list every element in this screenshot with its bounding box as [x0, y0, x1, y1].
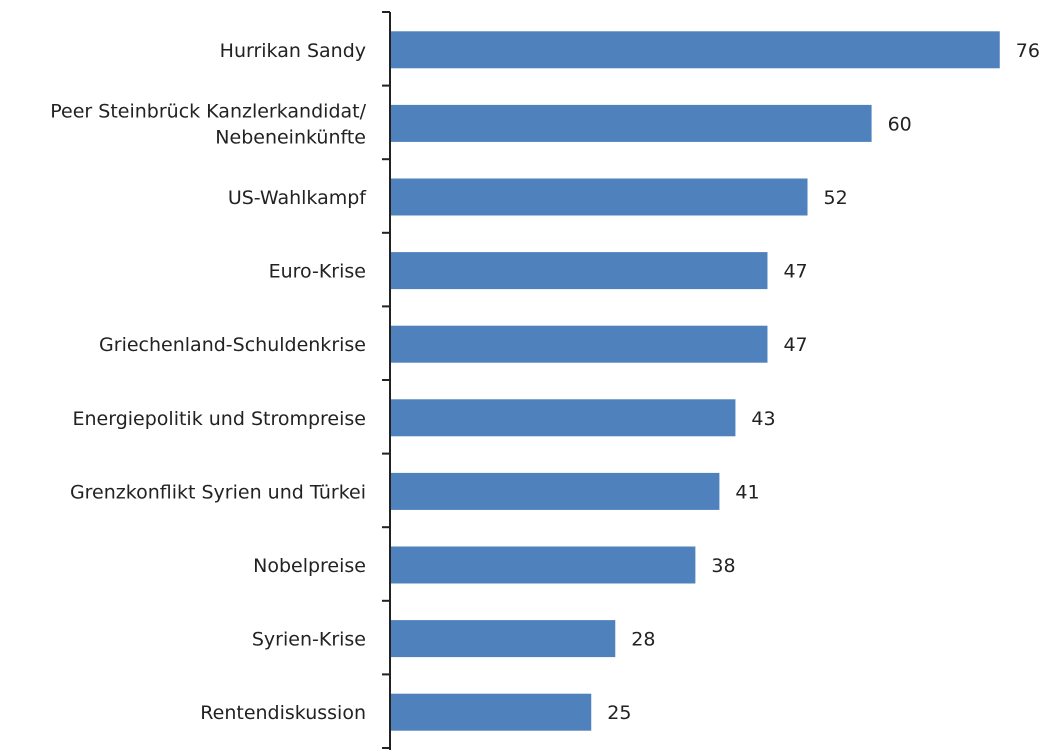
value-labels: 76 60 52 47 47 43 41 38 28 25 [607, 40, 1040, 724]
category-label: Nobelpreise [253, 555, 366, 577]
bar [391, 178, 808, 216]
category-labels: Hurrikan Sandy Peer Steinbrück Kanzlerkan… [50, 40, 367, 724]
value-label: 43 [751, 408, 775, 430]
category-label-line: Rentendiskussion [200, 702, 366, 724]
category-label: Rentendiskussion [200, 702, 366, 724]
bar [391, 620, 616, 658]
bar [391, 252, 768, 290]
axis [382, 11, 391, 750]
value-label: 52 [824, 187, 848, 209]
bar [391, 104, 872, 142]
bar [391, 546, 696, 584]
bar [391, 31, 1000, 69]
category-label: US-Wahlkampf [228, 187, 367, 209]
category-label: Syrien-Krise [252, 629, 366, 651]
value-label: 76 [1016, 40, 1040, 62]
category-label-line: Euro-Krise [269, 261, 366, 283]
category-label: Grenzkonflikt Syrien und Türkei [70, 481, 366, 503]
category-label-line: Grenzkonflikt Syrien und Türkei [70, 481, 366, 503]
bars [391, 31, 1000, 731]
value-label: 47 [783, 334, 807, 356]
bar [391, 325, 768, 363]
value-label: 28 [631, 629, 655, 651]
value-label: 47 [783, 261, 807, 283]
bar [391, 693, 592, 731]
bar [391, 472, 720, 510]
category-label-line: US-Wahlkampf [228, 187, 367, 209]
value-label: 38 [711, 555, 735, 577]
category-label-line: Energiepolitik und Strompreise [73, 408, 367, 430]
value-label: 60 [888, 113, 912, 135]
bar [391, 399, 736, 437]
category-label-line: Nebeneinkünfte [215, 126, 366, 148]
category-label: Euro-Krise [269, 261, 366, 283]
category-label: Energiepolitik und Strompreise [73, 408, 367, 430]
value-label: 25 [607, 702, 631, 724]
category-label: Hurrikan Sandy [220, 40, 366, 62]
category-label-line: Griechenland-Schuldenkrise [99, 334, 366, 356]
category-label-line: Peer Steinbrück Kanzlerkandidat/ [50, 100, 366, 122]
category-label: Peer Steinbrück Kanzlerkandidat/Nebenein… [50, 100, 366, 148]
value-label: 41 [735, 481, 759, 503]
category-label: Griechenland-Schuldenkrise [99, 334, 366, 356]
category-label-line: Nobelpreise [253, 555, 366, 577]
category-label-line: Hurrikan Sandy [220, 40, 366, 62]
category-label-line: Syrien-Krise [252, 629, 366, 651]
